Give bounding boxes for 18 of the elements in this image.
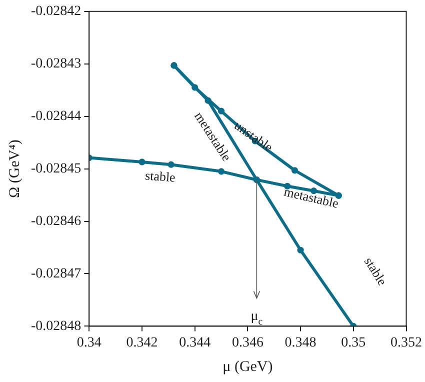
x-tick-label: 0.352 [390, 335, 422, 350]
x-tick-label: 0.348 [284, 335, 316, 350]
y-tick-label: -0.02842 [30, 4, 82, 20]
y-tick-label: -0.02844 [30, 109, 82, 124]
x-tick-label: 0.346 [232, 335, 264, 350]
y-tick-label: -0.02847 [30, 266, 82, 282]
x-tick-label: 0.34 [76, 335, 102, 350]
y-axis-title: Ω (GeV⁴) [6, 140, 23, 198]
annotation: stable [144, 168, 176, 185]
y-tick-label: -0.02843 [30, 56, 82, 72]
x-tick-label: 0.344 [179, 335, 211, 350]
y-tick-label: -0.02848 [30, 318, 82, 334]
x-tick-label: 0.35 [341, 335, 366, 350]
annotation: metastable [282, 184, 340, 211]
x-tick-label: 0.342 [126, 335, 158, 350]
y-tick-label: -0.02846 [30, 214, 82, 229]
x-axis-title: μ (GeV) [222, 358, 273, 375]
y-tick-label: -0.02845 [30, 161, 82, 176]
